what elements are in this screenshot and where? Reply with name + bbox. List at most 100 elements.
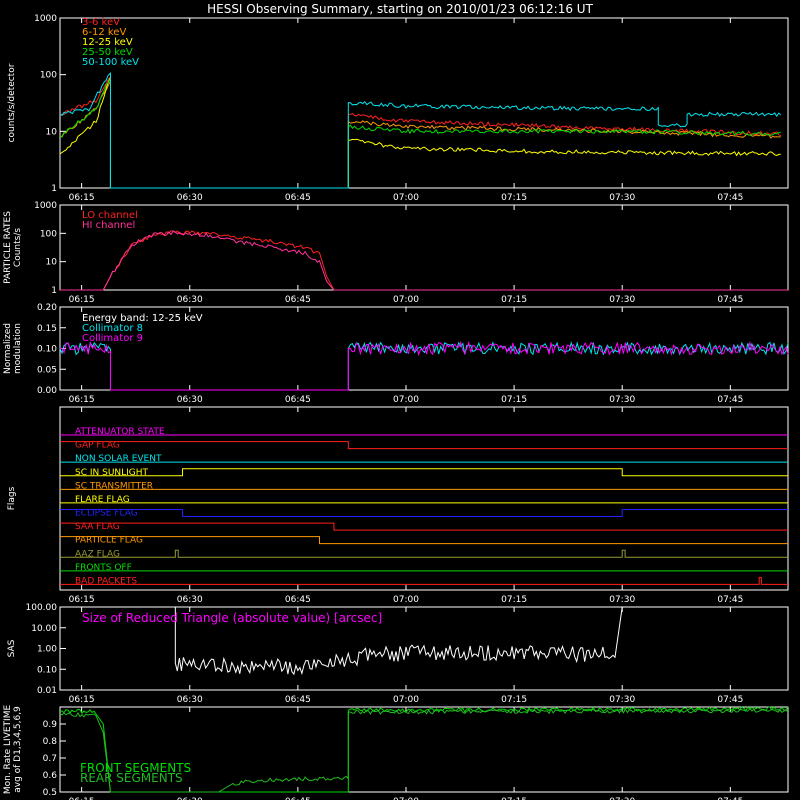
flag-line-1 — [60, 441, 788, 450]
flags-panel: 06:15 06:30 06:45 07:00 07:15 07:30 07:45 Flags… — [7, 406, 789, 605]
y-tick-label: 0.05 — [37, 365, 57, 375]
flag-label-5: FLARE FLAG — [75, 495, 130, 505]
x-tick-label: 07:30 — [609, 395, 635, 405]
y-tick-label: 10.00 — [31, 624, 57, 634]
x-tick-label: 06:30 — [177, 193, 203, 203]
x-tick-label: 06:15 — [69, 695, 95, 705]
x-tick-label: 07:15 — [501, 395, 527, 405]
y-tick-label: 0.5 — [43, 788, 57, 798]
y-tick-label: 0.6 — [43, 771, 58, 781]
flags-ylabel: Flags — [7, 486, 17, 510]
x-tick-label: 07:00 — [393, 595, 419, 605]
x-tick-label: 06:15 — [69, 395, 95, 405]
flag-line-11 — [60, 576, 788, 585]
x-tick-label: 06:45 — [285, 695, 311, 705]
flag-label-6: ECLIPSE FLAG — [75, 509, 138, 519]
count-rates-series-0 — [59, 76, 781, 189]
x-tick-label: 07:45 — [717, 797, 743, 800]
x-tick-label: 06:45 — [285, 295, 311, 305]
livetime-legend-0: FRONT SEGMENTS — [80, 761, 191, 775]
particle-rates-legend-1: HI channel — [82, 220, 135, 231]
x-tick-label: 07:15 — [501, 295, 527, 305]
modulation-panel: 06:15 06:30 06:45 07:00 07:15 07:30 07:45 Norma… — [3, 303, 789, 405]
particle-rates-series-1 — [60, 230, 788, 291]
x-tick-label: 06:45 — [285, 193, 311, 203]
sas-annotation: Size of Reduced Triangle (absolute value… — [82, 611, 382, 625]
flag-line-6 — [60, 509, 788, 517]
flag-label-4: SC TRANSMITTER — [75, 481, 153, 491]
x-tick-label: 06:15 — [69, 797, 95, 800]
livetime-frame — [59, 706, 789, 793]
x-tick-label: 06:30 — [177, 695, 203, 705]
x-tick-label: 07:45 — [717, 395, 743, 405]
flag-label-0: ATTENUATOR STATE — [75, 427, 165, 437]
y-tick-label: 1 — [51, 286, 57, 296]
count-rates-ylabel: counts/s/detector — [7, 63, 17, 142]
y-tick-label: 100 — [40, 229, 57, 239]
flag-label-11: BAD PACKETS — [75, 576, 137, 586]
y-tick-label: 0.10 — [37, 665, 57, 675]
y-tick-label: 0.7 — [43, 754, 57, 764]
flag-line-8 — [60, 536, 788, 545]
y-tick-label: 0.8 — [43, 737, 58, 747]
flag-label-8: PARTICLE FLAG — [75, 536, 143, 546]
y-tick-label: 0.01 — [37, 686, 57, 696]
flag-label-10: FRONTS OFF — [75, 563, 132, 573]
count-rates-legend-3: 25-50 keV — [82, 47, 133, 58]
x-tick-label: 07:15 — [501, 595, 527, 605]
sas-ylabel: SAS — [7, 639, 17, 657]
livetime-panel: 06:15 06:30 06:45 07:00 07:15 07:30 07:45 Mon. … — [3, 705, 789, 800]
modulation-series-1 — [59, 340, 789, 391]
particle-rates-panel: 06:15 06:30 06:45 07:00 07:15 07:30 07:45 PARTI… — [3, 201, 789, 305]
flag-line-9 — [60, 549, 788, 558]
particle-rates-legend-0: LO channel — [82, 210, 138, 221]
x-tick-label: 07:30 — [609, 295, 635, 305]
x-tick-label: 07:00 — [393, 193, 419, 203]
x-tick-label: 07:30 — [609, 797, 635, 800]
x-tick-label: 07:30 — [609, 695, 635, 705]
x-tick-label: 06:15 — [69, 295, 95, 305]
flag-line-7 — [60, 522, 788, 531]
x-tick-label: 06:15 — [69, 595, 95, 605]
modulation-legend-0: Collimator 8 — [82, 323, 143, 334]
particle-rates-series-0 — [60, 230, 788, 291]
x-tick-label: 06:30 — [177, 395, 203, 405]
sas-panel: 06:15 06:30 06:45 07:00 07:15 07:30 07:45 SAS 0.… — [7, 603, 789, 705]
flag-label-7: SAA FLAG — [75, 522, 120, 532]
y-tick-label: 1000 — [34, 201, 57, 211]
modulation-annotation: Energy band: 12-25 keV — [82, 313, 203, 324]
x-tick-label: 06:30 — [177, 295, 203, 305]
count-rates-legend-4: 50-100 keV — [82, 57, 139, 68]
y-tick-label: 0.9 — [43, 720, 58, 730]
x-tick-label: 07:00 — [393, 295, 419, 305]
y-tick-label: 0.00 — [37, 386, 57, 396]
x-tick-label: 07:00 — [393, 395, 419, 405]
flag-label-1: GAP FLAG — [75, 441, 120, 451]
count-rates-series-2 — [59, 76, 781, 189]
y-tick-label: 100.00 — [26, 603, 58, 613]
x-tick-label: 07:15 — [501, 193, 527, 203]
count-rates-legend-2: 12-25 keV — [82, 37, 133, 48]
x-tick-label: 07:45 — [717, 193, 743, 203]
y-tick-label: 1.00 — [37, 645, 57, 655]
flag-label-3: SC IN SUNLIGHT — [75, 468, 149, 478]
livetime-ylabel: Mon. Rate LIVETIMEavg of D1,3,4,5,6,9 — [3, 705, 23, 795]
y-tick-label: 0.15 — [37, 324, 57, 334]
x-tick-label: 07:45 — [717, 595, 743, 605]
livetime-series-1 — [59, 707, 789, 793]
flag-line-3 — [60, 468, 788, 477]
count-rates-frame — [59, 17, 789, 189]
x-tick-label: 06:15 — [69, 193, 95, 203]
flag-label-2: NON SOLAR EVENT — [75, 454, 162, 464]
flags-frame — [59, 406, 789, 591]
y-tick-label: 1000 — [34, 14, 57, 24]
livetime-legend-1: REAR SEGMENTS — [80, 771, 183, 785]
y-tick-label: 100 — [40, 71, 57, 81]
x-tick-label: 07:00 — [393, 797, 419, 800]
y-tick-label: 10 — [46, 127, 58, 137]
chart-title: HESSI Observing Summary, starting on 201… — [207, 2, 593, 16]
x-tick-label: 06:30 — [177, 797, 203, 800]
particle-rates-ylabel: PARTICLE RATESCounts/s — [3, 211, 23, 284]
y-tick-label: 0.10 — [37, 345, 57, 355]
